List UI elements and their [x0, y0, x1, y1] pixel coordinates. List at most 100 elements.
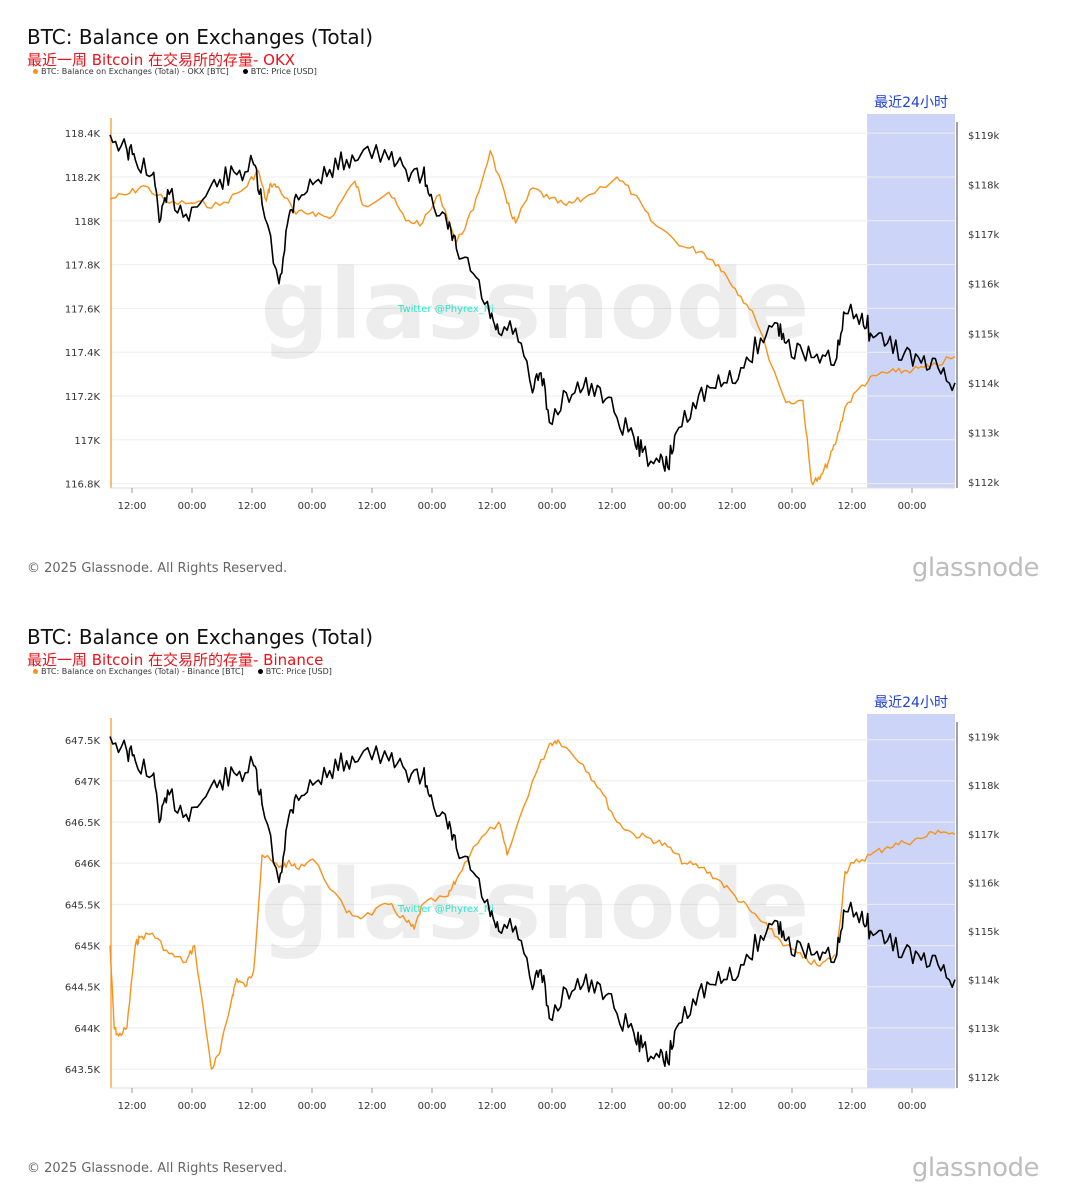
legend-label: BTC: Price [USD] [250, 67, 317, 76]
x-tick-label: 12:00 [838, 501, 867, 512]
y-right-tick-label: $115k [968, 927, 999, 938]
watermark: glassnode [261, 849, 810, 961]
legend-dot-icon [257, 669, 263, 674]
legend-label: BTC: Balance on Exchanges (Total) - OKX … [41, 67, 229, 76]
chart-panel-okx: BTC: Balance on Exchanges (Total) 最近一周 B… [0, 25, 1067, 600]
chart-plot[interactable]: 最近24小时 647.5K 647K 646.5K 646K 645.5K 645K 644.… [0, 660, 1067, 1200]
highlight-band [867, 714, 955, 1088]
y-right-tick-label: $115k [968, 329, 999, 340]
x-tick-label: 12:00 [718, 501, 747, 512]
y-right-tick-label: $117k [968, 830, 999, 841]
legend-item-price[interactable]: BTC: Price [USD] [257, 667, 332, 676]
x-tick-label: 00:00 [178, 501, 207, 512]
chart-panel-binance: BTC: Balance on Exchanges (Total) 最近一周 B… [0, 600, 1067, 1200]
x-tick-label: 12:00 [718, 1101, 747, 1112]
x-tick-label: 12:00 [478, 1101, 507, 1112]
watermark: glassnode [261, 249, 810, 361]
balance-series-line [109, 739, 956, 1070]
x-tick-label: 12:00 [598, 1101, 627, 1112]
chart-plot[interactable]: 最近24小时 118.4K 118.2K 118K 117.8K 117.6K 117.4K… [0, 60, 1067, 600]
chart-title: BTC: Balance on Exchanges (Total) [27, 625, 374, 649]
y-left-tick-label: 117.4K [65, 348, 101, 359]
chart-legend: BTC: Balance on Exchanges (Total) - OKX … [33, 67, 317, 76]
x-tick-label: 00:00 [178, 1101, 207, 1112]
y-left-tick-label: 116.8K [65, 480, 101, 491]
chart-subtitle: 最近一周 Bitcoin 在交易所的存量- Binance [27, 651, 324, 669]
chart-legend: BTC: Balance on Exchanges (Total) - Bina… [33, 667, 332, 676]
x-tick-label: 12:00 [118, 501, 147, 512]
x-tick-label: 00:00 [538, 501, 567, 512]
copyright: © 2025 Glassnode. All Rights Reserved. [27, 1161, 288, 1176]
x-tick-label: 00:00 [538, 1101, 567, 1112]
y-right-tick-label: $112k [968, 1073, 999, 1084]
y-left-tick-label: 645K [74, 942, 100, 953]
y-left-tick-label: 117.8K [65, 261, 101, 272]
y-right-tick-label: $113k [968, 1024, 999, 1035]
x-tick-label: 12:00 [358, 1101, 387, 1112]
x-tick-label: 00:00 [778, 1101, 807, 1112]
legend-dot-icon [242, 69, 248, 74]
y-right-tick-label: $114k [968, 976, 999, 987]
y-right-tick-label: $119k [968, 131, 999, 142]
y-right-tick-label: $116k [968, 878, 999, 889]
y-left-tick-label: 645.5K [65, 900, 101, 911]
x-tick-label: 12:00 [238, 1101, 267, 1112]
x-tick-label: 12:00 [238, 501, 267, 512]
y-left-tick-label: 118.2K [65, 173, 101, 184]
twitter-watermark: Twitter @Phyrex_Ni [397, 304, 494, 315]
y-left-tick-label: 644.5K [65, 983, 101, 994]
x-tick-label: 00:00 [898, 1101, 927, 1112]
chart-title: BTC: Balance on Exchanges (Total) [27, 25, 374, 49]
price-series-line [109, 134, 956, 472]
x-tick-label: 00:00 [658, 1101, 687, 1112]
x-tick-label: 00:00 [898, 501, 927, 512]
x-tick-label: 12:00 [838, 1101, 867, 1112]
y-right-tick-label: $118k [968, 781, 999, 792]
x-tick-label: 00:00 [658, 501, 687, 512]
highlight-band [867, 114, 955, 488]
x-tick-label: 00:00 [778, 501, 807, 512]
y-right-tick-label: $112k [968, 478, 999, 489]
y-left-tick-label: 646.5K [65, 818, 101, 829]
y-right-tick-label: $117k [968, 230, 999, 241]
y-right-tick-label: $114k [968, 379, 999, 390]
y-left-tick-label: 118K [74, 217, 100, 228]
legend-dot-icon [33, 669, 38, 674]
highlight-label: 最近24小时 [874, 695, 948, 711]
highlight-label: 最近24小时 [874, 95, 948, 111]
x-tick-label: 12:00 [598, 501, 627, 512]
y-left-tick-label: 647.5K [65, 736, 101, 747]
y-right-tick-label: $119k [968, 733, 999, 744]
y-left-tick-label: 118.4K [65, 129, 101, 140]
y-left-tick-label: 117K [74, 436, 100, 447]
x-tick-label: 12:00 [478, 501, 507, 512]
legend-item-balance[interactable]: BTC: Balance on Exchanges (Total) - OKX … [33, 67, 229, 76]
legend-item-balance[interactable]: BTC: Balance on Exchanges (Total) - Bina… [33, 667, 244, 676]
legend-item-price[interactable]: BTC: Price [USD] [242, 67, 317, 76]
x-tick-label: 00:00 [298, 501, 327, 512]
glassnode-logo: glassnode [911, 553, 1040, 583]
balance-series-line [109, 150, 956, 486]
x-tick-label: 00:00 [298, 1101, 327, 1112]
x-tick-label: 00:00 [418, 501, 447, 512]
chart-subtitle: 最近一周 Bitcoin 在交易所的存量- OKX [27, 51, 296, 69]
y-right-tick-label: $118k [968, 180, 999, 191]
y-right-tick-label: $113k [968, 428, 999, 439]
y-left-tick-label: 647K [74, 777, 100, 788]
legend-label: BTC: Balance on Exchanges (Total) - Bina… [41, 667, 244, 676]
twitter-watermark: Twitter @Phyrex_Ni [397, 904, 494, 915]
x-tick-label: 00:00 [418, 1101, 447, 1112]
y-right-tick-label: $116k [968, 280, 999, 291]
legend-label: BTC: Price [USD] [265, 667, 332, 676]
glassnode-logo: glassnode [911, 1153, 1040, 1183]
y-left-tick-label: 644K [74, 1024, 100, 1035]
y-left-tick-label: 643.5K [65, 1065, 101, 1076]
y-left-tick-label: 646K [74, 859, 100, 870]
price-series-line [109, 736, 956, 1067]
x-tick-label: 12:00 [118, 1101, 147, 1112]
x-tick-label: 12:00 [358, 501, 387, 512]
y-left-tick-label: 117.2K [65, 392, 101, 403]
y-left-tick-label: 117.6K [65, 304, 101, 315]
legend-dot-icon [33, 69, 38, 74]
copyright: © 2025 Glassnode. All Rights Reserved. [27, 561, 288, 576]
